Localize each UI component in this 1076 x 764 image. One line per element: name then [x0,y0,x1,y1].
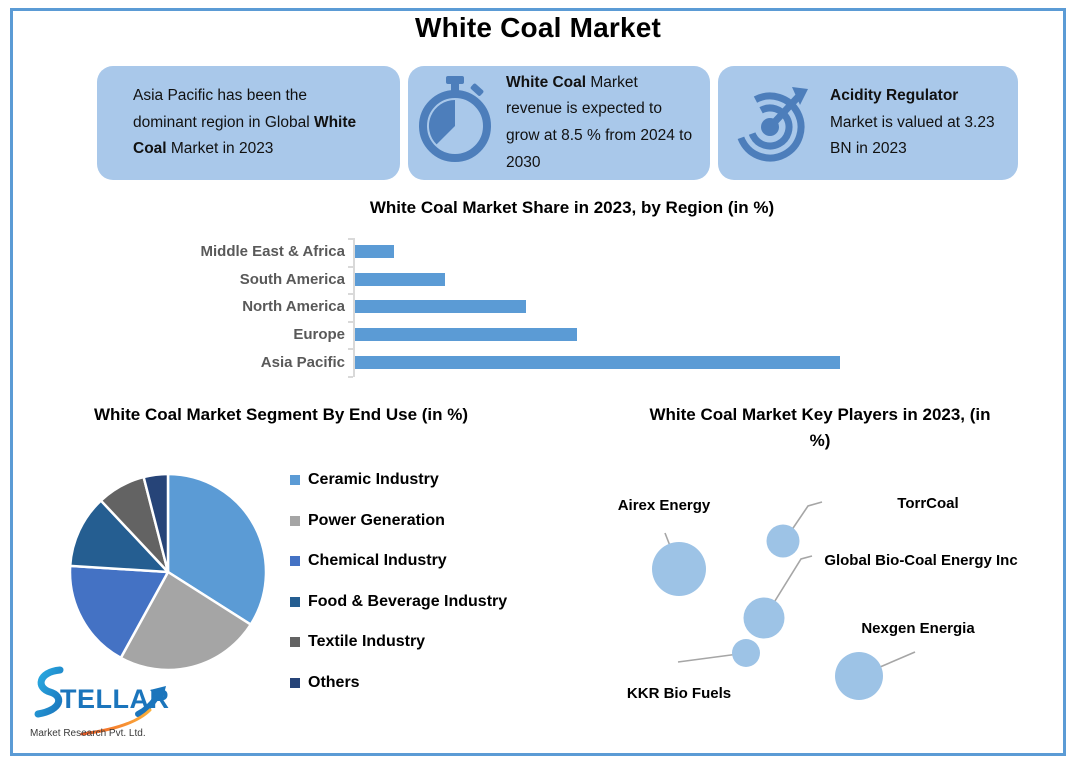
target-icon [730,77,818,170]
bar-axis-tick [348,376,353,378]
bar-axis-tick [348,320,353,323]
bar-south-america [354,272,446,286]
legend-item: Power Generation [290,512,507,530]
bubble-chart-title: White Coal Market Key Players in 2023, (… [649,405,991,451]
page-border [10,8,1066,756]
end-use-pie-chart [68,472,268,672]
bar-track [354,272,860,286]
callout-text: Asia Pacific has been the dominant regio… [133,83,374,163]
callout-text-plain: Market revenue is expected to grow at 8.… [506,73,693,171]
legend-swatch [290,556,300,566]
bar-axis-tick [348,348,353,351]
legend-item: Textile Industry [290,633,507,651]
bar-category-label: South America [239,270,345,288]
stellar-logo: TELLAR Market Research Pvt. Ltd. [30,666,169,739]
bubble-label-global-bio-coal-energy-inc: Global Bio-Coal Energy Inc [824,552,1017,569]
legend-label: Power Generation [308,511,445,529]
callout-text-plain: Market is valued at 3.23 BN in 2023 [830,113,995,158]
callout-card-region: Asia Pacific has been the dominant regio… [97,66,400,180]
bar-axis-tick [348,238,353,240]
bar-track [354,328,860,342]
bubble-kkr-bio-fuels [732,639,760,667]
stopwatch-icon [418,75,494,171]
bar-category-label: North America [242,298,345,316]
page-title: White Coal Market [414,12,662,43]
bubble-label-nexgen-energia: Nexgen Energia [861,620,975,637]
legend-label: Others [308,673,360,691]
bar-europe [354,328,577,342]
bar-track [354,300,860,314]
callout-text: Acidity Regulator Market is valued at 3.… [830,83,1006,163]
bar-row: Middle East & Africa [150,238,1030,266]
region-share-bar-chart: Middle East & Africa South America North A… [150,238,1030,378]
bubble-label-kkr-bio-fuels: KKR Bio Fuels [627,685,731,702]
growth-arrow-icon [135,686,166,717]
pie-slice-power-generation [119,570,252,672]
pie-slice-food-beverage-industry [68,499,170,574]
callout-row: Asia Pacific has been the dominant regio… [97,66,1019,180]
legend-item: Chemical Industry [290,552,507,570]
bubble-global-bio-coal-energy-inc [743,597,785,639]
bar-row: Europe [150,321,1030,349]
pie-slice-chemical-industry [68,564,170,660]
callout-card-growth: White Coal Market revenue is expected to… [408,66,710,180]
callout-text-bold: White Coal [133,113,357,158]
legend-swatch [290,515,300,526]
bar-track [354,245,860,259]
bar-chart-title: White Coal Market Share in 2023, by Regi… [369,198,775,217]
bar-category-label: Middle East & Africa [200,243,345,261]
leader-line-global-bio-coal-energy-inc [764,555,813,618]
callout-text-plain: Asia Pacific has been the dominant regio… [133,87,314,131]
callout-text-bold: Acidity Regulator [830,87,959,105]
callout-text-bold: White Coal [506,73,587,91]
bar-asia-pacific [354,355,840,369]
bubble-nexgen-energia [835,652,883,700]
legend-label: Chemical Industry [308,552,447,569]
callout-text: White Coal Market revenue is expected to… [506,70,696,177]
callout-text-plain: Market in 2023 [166,140,274,158]
bubble-label-torrcoal: TorrCoal [897,495,958,512]
bar-axis-tick [348,265,353,268]
legend-swatch [290,475,300,485]
logo-subtitle: Market Research Pvt. Ltd. [30,728,146,739]
bar-axis-line [353,238,355,377]
legend-item: Others [290,674,507,692]
bar-axis-tick [348,293,353,296]
leader-line-torrcoal [786,501,823,538]
legend-swatch [290,596,300,607]
callout-card-valuation: Acidity Regulator Market is valued at 3.… [718,66,1018,180]
pie-slice-others [142,472,170,574]
bubble-airex-energy [652,542,706,596]
key-players-bubble-chart: Airex Energy TorrCoal Global Bio-Coal Ener… [618,495,1018,702]
bar-row: South America [150,266,1030,294]
bubble-torrcoal [766,524,800,558]
logo-wordmark: TELLAR Market Research Pvt. Ltd. [30,666,169,739]
bar-track [354,355,860,369]
legend-label: Ceramic Industry [308,471,439,488]
bar-row: North America [150,293,1030,321]
bar-category-label: Europe [293,326,345,344]
legend-label: Food & Beverage Industry [308,592,508,610]
legend-label: Textile Industry [308,633,426,650]
bar-category-label: Asia Pacific [260,353,345,371]
legend-item: Ceramic Industry [290,471,507,489]
pie-chart-title: White Coal Market Segment By End Use (in… [93,405,469,424]
bubble-label-airex-energy: Airex Energy [618,497,711,514]
bar-row: Asia Pacific [150,348,1030,376]
pie-legend: Ceramic Industry Power Generation Chemical… [290,471,507,692]
bar-north-america [354,300,527,314]
bar-middle-east-africa [354,245,395,259]
legend-swatch [290,637,300,647]
legend-swatch [290,677,300,688]
legend-item: Food & Beverage Industry [290,593,507,611]
